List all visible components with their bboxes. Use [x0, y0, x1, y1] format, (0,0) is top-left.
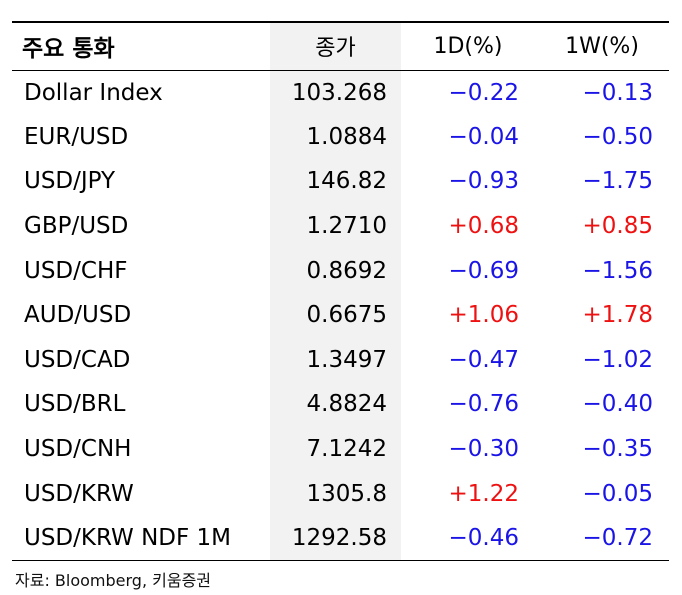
change-1d: −0.22: [448, 79, 519, 106]
major-currencies-table: 주요 통화 종가 1D(%) 1W(%) Dollar Index 103.26…: [12, 21, 669, 561]
header-currency: 주요 통화: [22, 36, 115, 63]
table-row: USD/CAD 1.3497 −0.47 −1.02: [12, 337, 669, 383]
change-1d: −0.30: [448, 436, 519, 463]
change-1w: −1.02: [582, 346, 653, 373]
table-row: USD/KRW 1305.8 +1.22 −0.05: [12, 471, 669, 516]
change-1d: −0.76: [448, 391, 519, 418]
change-1w: −0.72: [582, 524, 653, 551]
close-value: 4.8824: [270, 382, 401, 427]
change-1d: +1.06: [448, 302, 519, 329]
currency-name: AUD/USD: [24, 302, 132, 329]
close-value: 1.0884: [270, 114, 401, 160]
change-1w: −0.35: [582, 436, 653, 463]
table-row: USD/CHF 0.8692 −0.69 −1.56: [12, 248, 669, 293]
change-1d: +0.68: [448, 213, 519, 240]
table-body: Dollar Index 103.268 −0.22 −0.13 EUR/USD…: [12, 70, 669, 561]
header-1d-change: 1D(%): [433, 33, 503, 59]
change-1d: −0.04: [448, 123, 519, 150]
close-value: 0.8692: [270, 248, 401, 293]
table-header-row: 주요 통화 종가 1D(%) 1W(%): [12, 22, 669, 70]
currency-name: EUR/USD: [24, 123, 129, 150]
change-1d: +1.22: [448, 480, 519, 507]
change-1w: −0.05: [582, 480, 653, 507]
change-1w: −0.40: [582, 391, 653, 418]
close-value: 0.6675: [270, 292, 401, 338]
change-1w: +0.85: [582, 213, 653, 240]
currency-name: USD/CAD: [24, 346, 131, 373]
source-note: 자료: Bloomberg, 키움증권: [15, 571, 212, 590]
currency-name: GBP/USD: [24, 213, 129, 240]
currency-name: USD/CNH: [24, 436, 132, 463]
table-row: Dollar Index 103.268 −0.22 −0.13: [12, 70, 669, 115]
close-value: 1305.8: [270, 471, 401, 516]
change-1d: −0.47: [448, 346, 519, 373]
header-1w-change: 1W(%): [565, 33, 639, 59]
change-1w: −0.50: [582, 123, 653, 150]
change-1w: −0.13: [582, 79, 653, 106]
currency-name: USD/KRW NDF 1M: [24, 524, 232, 551]
close-value: 1292.58: [270, 515, 401, 561]
table-row: GBP/USD 1.2710 +0.68 +0.85: [12, 203, 669, 249]
change-1d: −0.69: [448, 257, 519, 284]
close-value: 7.1242: [270, 426, 401, 472]
currency-name: USD/BRL: [24, 391, 126, 418]
table-row: AUD/USD 0.6675 +1.06 +1.78: [12, 292, 669, 338]
close-value: 1.2710: [270, 203, 401, 249]
table-row: USD/JPY 146.82 −0.93 −1.75: [12, 159, 669, 204]
table-row: EUR/USD 1.0884 −0.04 −0.50: [12, 114, 669, 160]
currency-table-container: 주요 통화 종가 1D(%) 1W(%) Dollar Index 103.26…: [12, 21, 669, 561]
table-row: USD/CNH 7.1242 −0.30 −0.35: [12, 426, 669, 472]
change-1w: −1.56: [582, 257, 653, 284]
currency-name: USD/CHF: [24, 257, 128, 284]
change-1w: −1.75: [582, 168, 653, 195]
currency-name: Dollar Index: [24, 79, 163, 106]
close-value: 1.3497: [270, 337, 401, 383]
close-value: 103.268: [270, 70, 401, 115]
change-1d: −0.46: [448, 524, 519, 551]
currency-name: USD/KRW: [24, 480, 134, 507]
header-close: 종가: [270, 22, 401, 70]
change-1d: −0.93: [448, 168, 519, 195]
table-row: USD/KRW NDF 1M 1292.58 −0.46 −0.72: [12, 515, 669, 561]
close-value: 146.82: [270, 159, 401, 204]
table-row: USD/BRL 4.8824 −0.76 −0.40: [12, 382, 669, 427]
change-1w: +1.78: [582, 302, 653, 329]
currency-name: USD/JPY: [24, 168, 116, 195]
